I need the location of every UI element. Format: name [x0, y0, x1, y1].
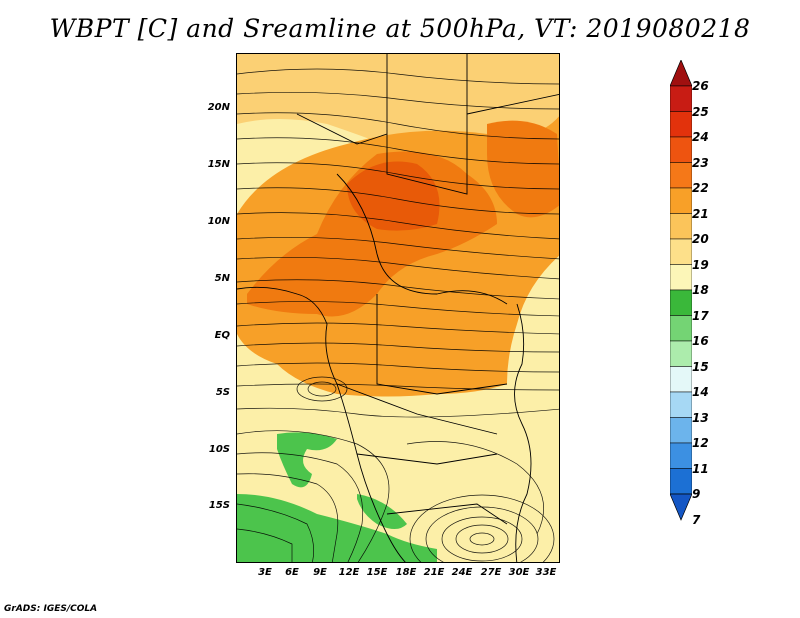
colorbar-segment — [670, 264, 692, 291]
colorbar-label: 22 — [692, 181, 709, 195]
lon-label: 33E — [535, 567, 557, 578]
colorbar-segment — [670, 468, 692, 495]
colorbar-label: 7 — [692, 512, 701, 527]
shading-green-sw — [237, 494, 437, 562]
colorbar-bottom-arrow — [670, 493, 692, 521]
colorbar-segment — [670, 187, 692, 214]
shading-green-coast — [277, 432, 337, 488]
colorbar-segment — [670, 366, 692, 393]
colorbar-label: 9 — [692, 487, 701, 501]
colorbar-label: 15 — [692, 359, 709, 374]
colorbar-label: 13 — [692, 410, 709, 425]
colorbar-label: 12 — [692, 436, 709, 450]
lat-label: 5S — [215, 387, 230, 398]
map-panel — [236, 53, 560, 563]
lon-label: 3E — [258, 567, 272, 578]
lat-label: 20N — [207, 102, 230, 113]
lat-label: 15N — [207, 159, 230, 170]
lon-label: 6E — [285, 567, 299, 578]
colorbar-label: 18 — [692, 283, 709, 297]
lat-label: EQ — [214, 330, 230, 341]
colorbar-label: 16 — [692, 334, 709, 348]
colorbar-top-arrow — [670, 60, 692, 87]
colorbar-label: 19 — [692, 257, 709, 272]
colorbar-segment — [670, 162, 692, 189]
colorbar-label: 24 — [692, 130, 709, 144]
lon-label: 27E — [480, 567, 502, 578]
lon-label: 9E — [313, 567, 327, 578]
colorbar-segment — [670, 111, 692, 138]
credit-label: GrADS: IGES/COLA — [4, 604, 98, 614]
lon-label: 24E — [451, 567, 473, 578]
colorbar-label: 21 — [692, 206, 709, 221]
lat-label: 10N — [207, 216, 230, 227]
colorbar-segment — [670, 289, 692, 316]
colorbar-label: 17 — [692, 308, 709, 323]
colorbar-segment — [670, 315, 692, 342]
colorbar-segment — [670, 391, 692, 418]
colorbar-segment — [670, 213, 692, 240]
map-canvas — [237, 54, 559, 562]
colorbar-segment — [670, 340, 692, 367]
lon-label: 15E — [366, 567, 388, 578]
colorbar-segment — [670, 417, 692, 444]
shading-max — [347, 161, 440, 231]
streamlines — [237, 68, 559, 562]
colorbar-segment — [670, 238, 692, 265]
shading-high-east — [487, 120, 559, 218]
colorbar-label: 26 — [692, 79, 709, 93]
colorbar-segment — [670, 85, 692, 112]
lon-label: 30E — [508, 567, 530, 578]
lat-label: 5N — [214, 273, 230, 284]
colorbar-label: 25 — [692, 104, 709, 119]
lon-label: 21E — [423, 567, 445, 578]
colorbar-label: 11 — [692, 461, 709, 476]
lat-label: 15S — [208, 500, 230, 511]
colorbar-label: 20 — [692, 232, 709, 246]
colorbar-segments — [670, 60, 692, 521]
lon-label: 18E — [395, 567, 417, 578]
chart-title: WBPT [C] and Sreamline at 500hPa, VT: 20… — [49, 14, 751, 43]
colorbar-segment — [670, 442, 692, 469]
colorbar — [670, 60, 692, 521]
colorbar-label: 14 — [692, 385, 709, 399]
colorbar-segment — [670, 136, 692, 163]
lon-label: 12E — [338, 567, 360, 578]
shading-green-mid — [357, 494, 407, 529]
colorbar-label: 23 — [692, 155, 709, 170]
lat-label: 10S — [208, 444, 230, 455]
